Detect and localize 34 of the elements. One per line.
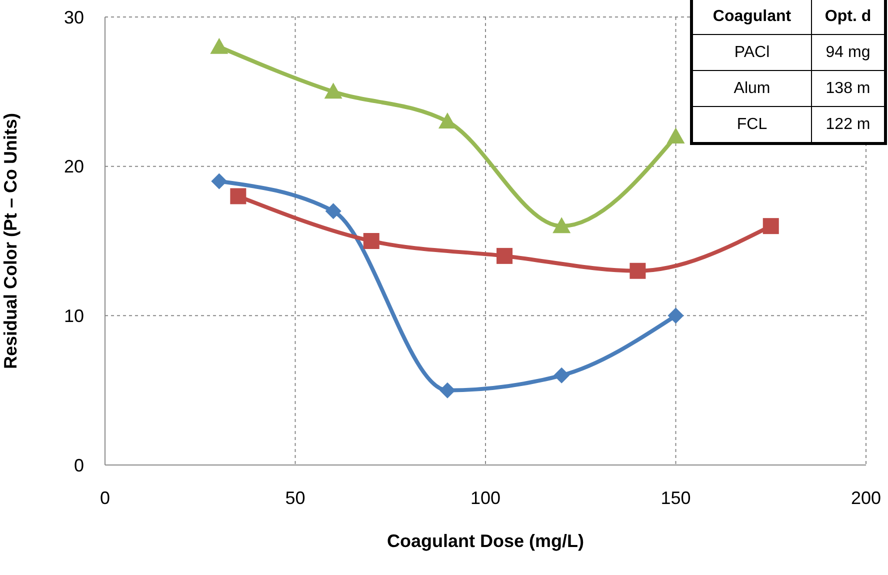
point — [230, 188, 246, 204]
point — [325, 203, 342, 220]
annotation: 122 m — [812, 106, 884, 142]
y-tick-label: 20 — [64, 156, 84, 177]
x-tick-label: 200 — [850, 488, 882, 508]
point — [210, 38, 228, 54]
annotation: Alum — [692, 70, 812, 106]
point — [552, 217, 571, 234]
x-tick-label: 0 — [100, 488, 110, 508]
annotation: Opt. d — [812, 0, 884, 34]
point — [554, 367, 570, 384]
x-axis-title: Coagulant Dose (mg/L) — [387, 531, 584, 551]
y-axis-title: Residual Color (Pt – Co Units) — [0, 112, 20, 370]
point — [762, 218, 779, 234]
point — [324, 82, 342, 99]
y-tick-label: 0 — [74, 455, 84, 476]
annotation: 94 mg — [812, 34, 884, 70]
annotation: Coagulant — [692, 0, 812, 34]
point — [363, 233, 380, 249]
y-tick-label: 30 — [64, 7, 84, 28]
point — [439, 382, 456, 398]
annotation: PACl — [692, 34, 812, 70]
point — [438, 112, 456, 129]
point — [630, 262, 646, 279]
annotation: FCL — [692, 106, 812, 142]
x-tick-label: 50 — [285, 488, 306, 508]
y-tick-label: 10 — [64, 306, 84, 326]
point — [211, 173, 228, 190]
annotation: 138 m — [812, 70, 884, 106]
x-tick-label: 100 — [470, 488, 501, 508]
point — [496, 248, 513, 264]
point — [666, 127, 685, 144]
x-tick-label: 150 — [660, 488, 691, 508]
point — [668, 308, 684, 324]
